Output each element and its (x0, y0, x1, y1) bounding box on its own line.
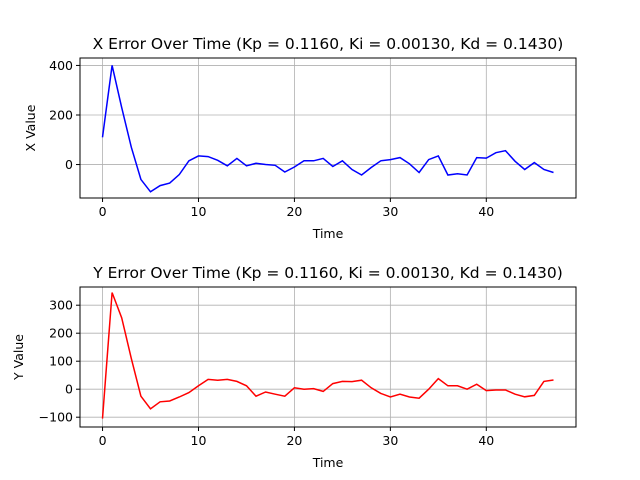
y-axis-ticks: 0 10 20 30 40 −100 0 100 200 300 (39, 298, 495, 448)
x-tick-label: 40 (478, 204, 494, 219)
x-tick-label: 20 (286, 204, 302, 219)
x-tick-label: 0 (99, 433, 107, 448)
y-tick-label: 400 (49, 58, 73, 73)
x-tick-label: 0 (99, 204, 107, 219)
x-tick-label: 40 (478, 433, 494, 448)
y-tick-label: 0 (65, 157, 73, 172)
y-tick-label: 200 (49, 107, 73, 122)
y-tick-label: 300 (49, 298, 73, 313)
x-tick-label: 30 (382, 204, 398, 219)
y-chart-xlabel: Time (312, 455, 344, 470)
y-tick-label: 200 (49, 326, 73, 341)
x-tick-label: 10 (191, 433, 207, 448)
y-tick-label: 0 (65, 382, 73, 397)
x-tick-label: 10 (191, 204, 207, 219)
y-tick-label: 100 (49, 354, 73, 369)
y-tick-label: −100 (39, 410, 73, 425)
y-error-chart: 0 10 20 30 40 −100 0 100 200 300 Y Error Over Tim… (11, 264, 577, 470)
x-chart-xlabel: Time (312, 226, 344, 241)
x-gridlines (80, 58, 576, 198)
y-chart-ylabel: Y Value (11, 334, 26, 381)
x-tick-label: 30 (382, 433, 398, 448)
x-chart-title: X Error Over Time (Kp = 0.1160, Ki = 0.0… (93, 35, 564, 53)
x-error-line (101, 65, 554, 193)
x-chart-ylabel: X Value (23, 104, 38, 151)
y-gridlines (80, 287, 576, 427)
x-tick-label: 20 (286, 433, 302, 448)
y-plot-frame (79, 286, 577, 428)
y-chart-title: Y Error Over Time (Kp = 0.1160, Ki = 0.0… (92, 264, 563, 282)
y-error-line (101, 292, 554, 419)
x-plot-frame (79, 57, 577, 199)
